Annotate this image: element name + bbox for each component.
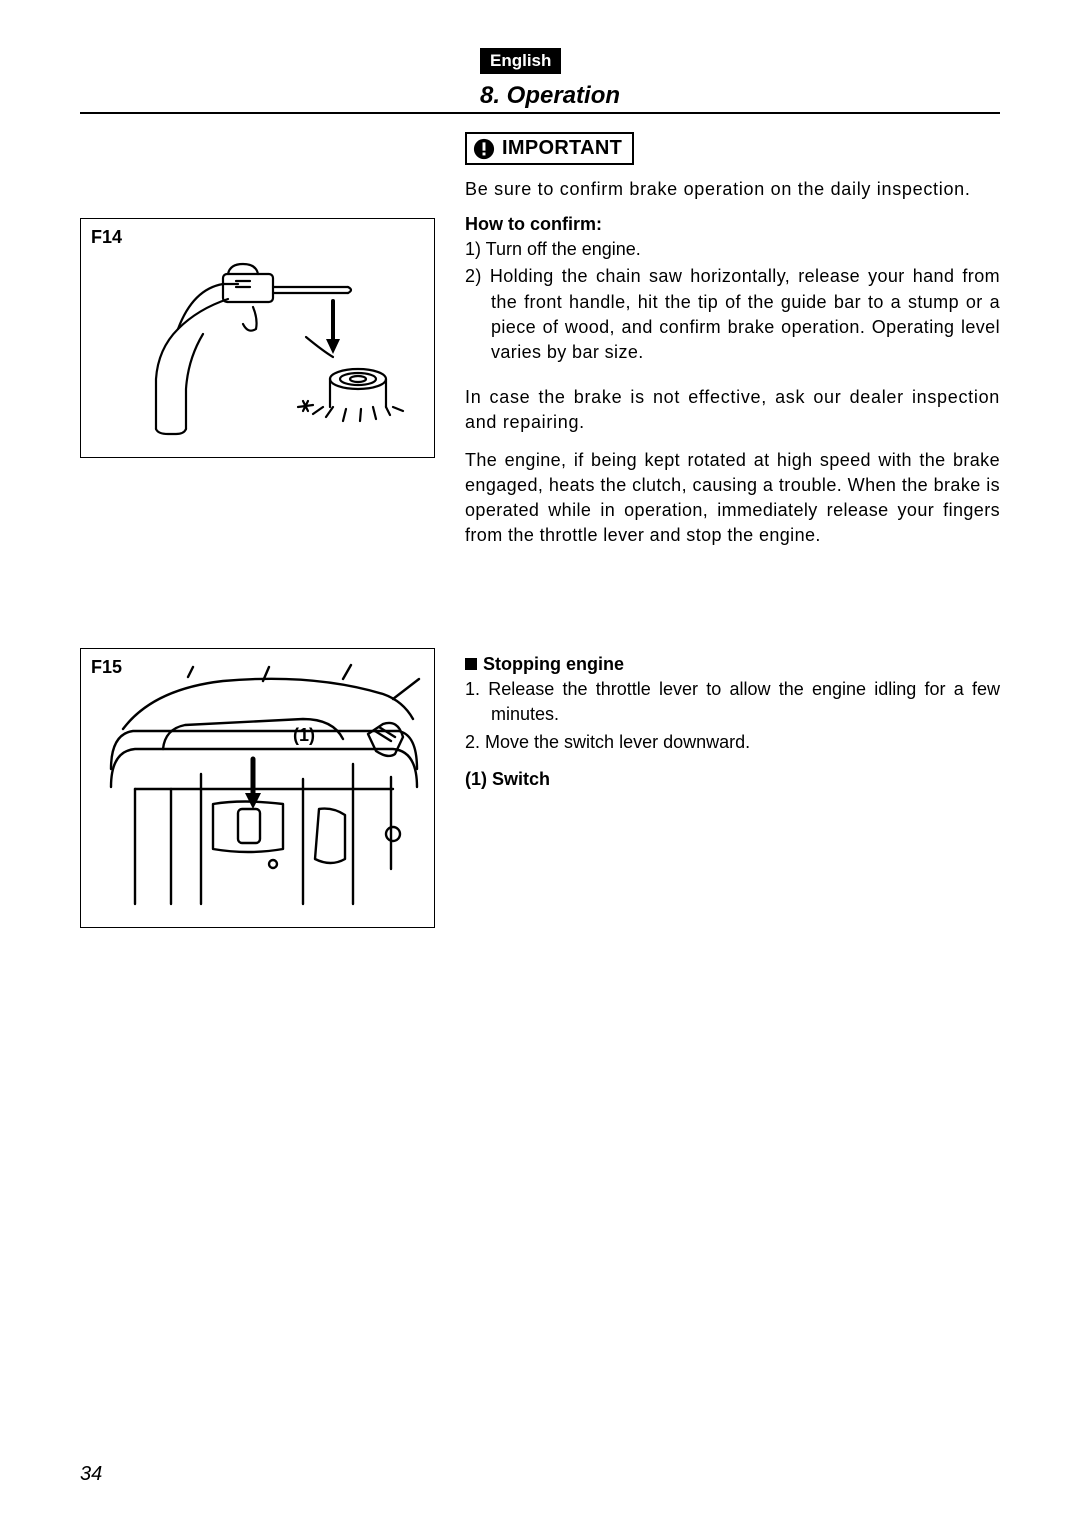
figure-f14: F14 xyxy=(80,218,435,458)
square-bullet-icon xyxy=(465,658,477,670)
important-icon xyxy=(473,138,495,160)
figure-label-f14: F14 xyxy=(91,227,122,248)
howto-title: How to confirm: xyxy=(465,214,1000,235)
body-p1: In case the brake is not effective, ask … xyxy=(465,385,1000,435)
howto-step2: 2) Holding the chain saw horizontally, r… xyxy=(465,264,1000,365)
figure-f15-callout: (1) xyxy=(293,725,315,745)
stopping-title: Stopping engine xyxy=(465,654,1000,675)
important-label: IMPORTANT xyxy=(502,137,622,160)
stopping-step1: 1. Release the throttle lever to allow t… xyxy=(465,677,1000,727)
important-intro: Be sure to confirm brake operation on th… xyxy=(465,177,1000,202)
switch-label: (1) Switch xyxy=(465,769,1000,790)
language-badge: English xyxy=(480,48,561,74)
figure-f15: F15 xyxy=(80,648,435,928)
stopping-step2: 2. Move the switch lever downward. xyxy=(465,730,1000,755)
page-number: 34 xyxy=(80,1463,102,1486)
section-title: 8. Operation xyxy=(480,82,1000,110)
important-callout: IMPORTANT xyxy=(465,132,634,165)
howto-step1: 1) Turn off the engine. xyxy=(465,237,1000,262)
figure-label-f15: F15 xyxy=(91,657,122,678)
figure-f15-illustration: (1) xyxy=(93,659,423,914)
body-p2: The engine, if being kept rotated at hig… xyxy=(465,448,1000,549)
header-rule xyxy=(80,112,1000,114)
figure-f14-illustration xyxy=(108,229,408,439)
